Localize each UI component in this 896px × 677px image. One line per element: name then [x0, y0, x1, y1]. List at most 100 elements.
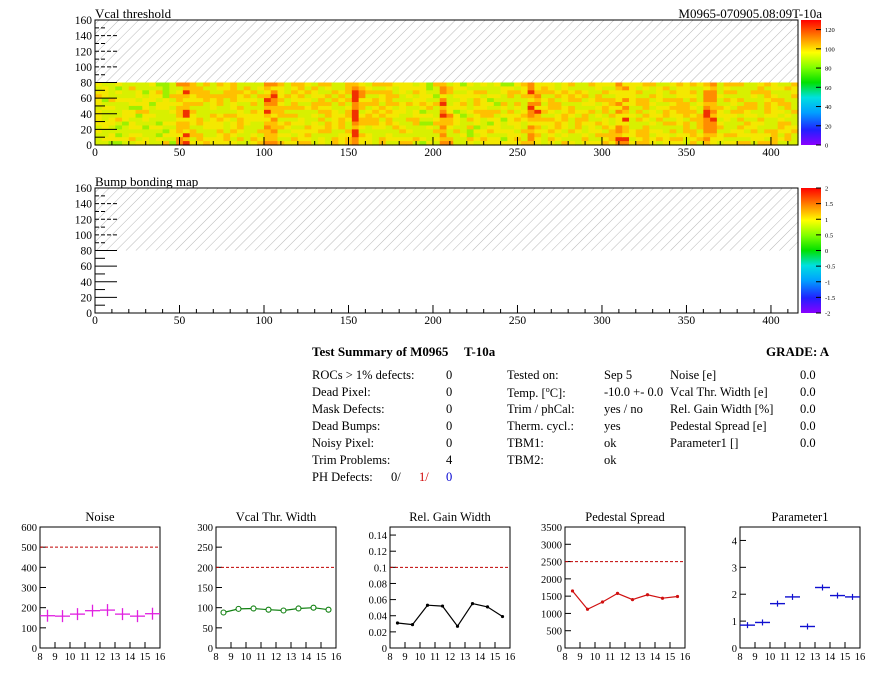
map1-cell — [547, 90, 556, 95]
map1-cell — [216, 94, 225, 99]
map1-cell — [101, 90, 110, 95]
map1-cell — [689, 105, 698, 111]
width-label: Parameter1 [] — [670, 436, 739, 450]
map1-cell — [203, 86, 211, 91]
map1-cell — [439, 141, 448, 146]
map1-cell — [426, 129, 434, 134]
map1-cell — [426, 121, 434, 127]
map1-cell — [507, 137, 515, 142]
map1-cell — [338, 94, 346, 99]
map1-cell — [338, 105, 346, 111]
map1-cell — [568, 105, 576, 111]
map1-cell — [547, 121, 556, 127]
map1-cell — [676, 125, 684, 130]
map1-cell — [412, 113, 421, 119]
map1-cell — [750, 121, 759, 127]
map1-cell — [345, 82, 353, 88]
map1-cell — [115, 141, 123, 146]
small-plot-ytick-label: 3 — [732, 563, 737, 574]
map1-cell — [514, 125, 522, 130]
map1-cell — [723, 125, 731, 130]
map1-cell — [405, 86, 414, 91]
map1-cell — [115, 86, 123, 91]
map1-cell — [527, 94, 535, 99]
map1-cell — [460, 102, 468, 107]
map1-cell — [304, 90, 312, 95]
map1-cell — [595, 121, 603, 127]
map1-cell — [527, 137, 535, 142]
map1-cell — [460, 113, 468, 119]
small-plot-xtick-label: 13 — [810, 652, 821, 663]
map1-cell — [696, 86, 704, 91]
map1-cell — [791, 105, 799, 111]
data-point — [325, 606, 332, 613]
map1-ytick-label: 0 — [86, 140, 92, 152]
map1-cell — [770, 90, 779, 95]
map1-cell — [642, 102, 650, 107]
map1-cell — [487, 113, 495, 119]
map1-colorbar — [801, 20, 821, 145]
map1-cell — [574, 102, 583, 107]
map1-cell — [520, 82, 529, 88]
map1-cell — [142, 94, 150, 99]
map1-cell — [554, 117, 563, 123]
map1-cell — [480, 137, 488, 142]
map1-cell — [155, 113, 164, 119]
map1-cell — [196, 109, 204, 115]
map1-cell — [297, 113, 306, 119]
small-plot-ytick-label: 0.14 — [369, 531, 388, 542]
small-plot-ytick-label: 0 — [732, 644, 737, 655]
small-plot-xtick-label: 12 — [795, 652, 806, 663]
map1-cell — [710, 137, 718, 142]
map1-cell — [601, 90, 610, 95]
map1-cell — [318, 82, 326, 88]
map1-cell — [507, 121, 515, 127]
map1-cell — [270, 109, 279, 115]
map1-cell — [128, 98, 137, 103]
map1-cell — [419, 82, 427, 88]
map1-cell — [588, 98, 596, 103]
small-plot-xtick-label: 11 — [780, 652, 790, 663]
small-plot-xtick-label: 13 — [635, 652, 646, 663]
map1-cell — [392, 133, 400, 138]
map1-cell — [122, 125, 130, 130]
map1-cell — [669, 125, 677, 130]
map1-cell — [507, 98, 515, 103]
map1-xtick-label: 0 — [92, 147, 98, 159]
map1-cell — [135, 113, 143, 119]
map1-cell — [155, 109, 164, 115]
small-plot-xtick-label: 15 — [140, 652, 151, 663]
map1-cell — [122, 141, 130, 146]
map1-cell — [365, 113, 373, 119]
map1-cell — [189, 133, 197, 138]
map1-cell — [432, 94, 441, 99]
map1-cell — [791, 94, 799, 99]
map2-ytick-label: 0 — [86, 308, 92, 320]
map1-cell — [683, 109, 691, 115]
map1-cell — [615, 113, 623, 119]
map1-cell — [405, 94, 414, 99]
map1-cell — [115, 125, 123, 130]
map1-cell — [277, 113, 285, 119]
map1-cell — [466, 109, 475, 115]
small-plot-xtick-label: 12 — [620, 652, 631, 663]
map1-cell — [723, 133, 731, 138]
map1-cell — [426, 102, 434, 107]
map1-cell — [561, 117, 569, 123]
map1-cell — [737, 113, 745, 119]
map1-cell — [284, 121, 292, 127]
defect-value: 0 — [446, 419, 453, 433]
map1-cell — [487, 129, 495, 134]
map1-cell — [291, 105, 299, 111]
map1-cell — [250, 86, 258, 91]
map1-cell — [209, 86, 218, 91]
map1-cell — [284, 102, 292, 107]
map1-cell — [507, 141, 515, 146]
map1-cell — [764, 141, 772, 146]
map1-cell — [277, 94, 285, 99]
map1-cell — [588, 117, 596, 123]
map1-cell — [547, 82, 556, 88]
defect-label: Dead Pixel: — [312, 385, 371, 399]
small-plot-ytick-label: 150 — [197, 584, 213, 595]
map1-cell — [730, 109, 738, 115]
